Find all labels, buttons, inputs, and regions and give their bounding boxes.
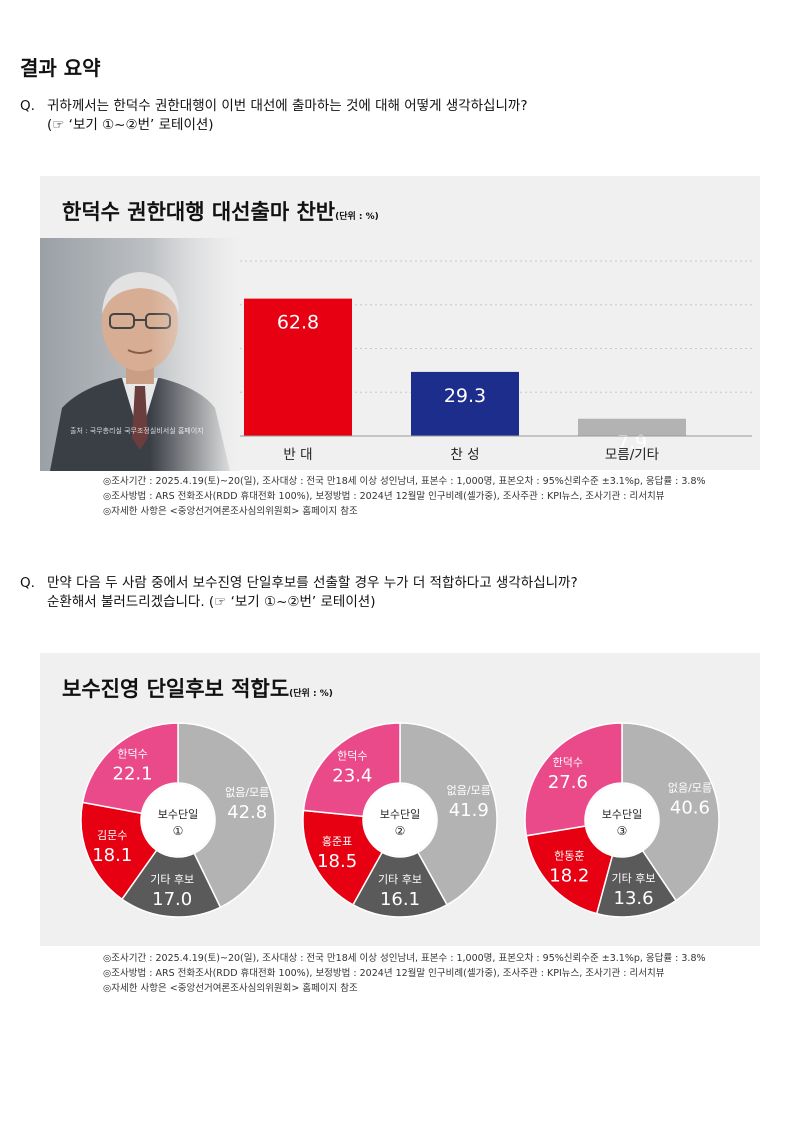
survey-reference-note: ◎자세한 사항은 <중앙선거여론조사심의위원회> 홈페이지 참조 bbox=[103, 506, 358, 517]
slice-name-label: 기타 후보 bbox=[612, 872, 656, 885]
donut-chart-title-text: 보수진영 단일후보 적합도 bbox=[62, 677, 290, 701]
donut-chart-notes: ◎조사기간 : 2025.4.19(토)~20(일), 조사대상 : 전국 만1… bbox=[103, 951, 706, 996]
question-2-line1: 만약 다음 두 사람 중에서 보수진영 단일후보를 선출할 경우 누가 더 적합… bbox=[47, 575, 578, 591]
person-photo: 출처 : 국무총리실 국무조정실비서실 홈페이지 bbox=[40, 238, 240, 471]
page-title: 결과 요약 bbox=[20, 56, 101, 80]
survey-method-note: ◎조사방법 : ARS 전화조사(RDD 휴대전화 100%), 보정방법 : … bbox=[103, 491, 665, 502]
donut-center-label: 보수단일 bbox=[158, 807, 198, 821]
survey-period-note: ◎조사기간 : 2025.4.19(토)~20(일), 조사대상 : 전국 만1… bbox=[103, 476, 706, 487]
question-1-mark: Q. bbox=[20, 98, 35, 114]
donut-center bbox=[364, 784, 436, 856]
slice-name-label: 없음/모름 bbox=[447, 784, 491, 797]
slice-name-label: 없음/모름 bbox=[225, 786, 269, 799]
bar-chart-title: 한덕수 권한대행 대선출마 찬반(단위 : %) bbox=[62, 196, 379, 226]
question-1-line2: (☞ ‘보기 ①~②번’ 로테이션) bbox=[47, 117, 214, 133]
question-1-text: 귀하께서는 한덕수 권한대행이 이번 대선에 출마하는 것에 대해 어떻게 생각… bbox=[47, 97, 767, 135]
slice-value-label: 13.6 bbox=[614, 888, 654, 909]
survey-reference-note-2: ◎자세한 사항은 <중앙선거여론조사심의위원회> 홈페이지 참조 bbox=[103, 983, 358, 994]
donut-chart-title: 보수진영 단일후보 적합도(단위 : %) bbox=[62, 673, 333, 703]
slice-value-label: 41.9 bbox=[449, 800, 489, 821]
bar-value-label: 62.8 bbox=[277, 312, 319, 334]
survey-period-note-2: ◎조사기간 : 2025.4.19(토)~20(일), 조사대상 : 전국 만1… bbox=[103, 953, 706, 964]
slice-name-label: 한덕수 bbox=[117, 747, 147, 760]
bar-chart-panel: 한덕수 권한대행 대선출마 찬반(단위 : %) bbox=[40, 176, 760, 471]
donut-2-slice-1 bbox=[399, 722, 498, 906]
donut-center-number: ③ bbox=[617, 824, 628, 838]
bar-chart-unit: (단위 : %) bbox=[335, 212, 379, 222]
donut-center-number: ① bbox=[173, 824, 184, 838]
bar-value-label: 7.9 bbox=[617, 432, 647, 454]
question-2-text: 만약 다음 두 사람 중에서 보수진영 단일후보를 선출할 경우 누가 더 적합… bbox=[47, 574, 767, 612]
slice-value-label: 18.2 bbox=[549, 866, 589, 887]
question-2-line2: 순환해서 불러드리겠습니다. (☞ ‘보기 ①~②번’ 로테이션) bbox=[47, 594, 376, 610]
slice-name-label: 기타 후보 bbox=[378, 873, 422, 886]
donut-1-slice-4 bbox=[81, 722, 179, 815]
survey-method-note-2: ◎조사방법 : ARS 전화조사(RDD 휴대전화 100%), 보정방법 : … bbox=[103, 968, 665, 979]
bar-1 bbox=[244, 298, 352, 436]
donut-1-slice-3 bbox=[80, 801, 158, 901]
donut-3-slice-3 bbox=[525, 825, 614, 915]
photo-caption: 출처 : 국무총리실 국무조정실비서실 홈페이지 bbox=[70, 426, 204, 435]
bar-value-label: 29.3 bbox=[444, 385, 486, 407]
question-1-line1: 귀하께서는 한덕수 권한대행이 이번 대선에 출마하는 것에 대해 어떻게 생각… bbox=[47, 98, 528, 114]
bar-chart-title-text: 한덕수 권한대행 대선출마 찬반 bbox=[62, 200, 336, 224]
slice-value-label: 27.6 bbox=[548, 772, 588, 793]
donut-3-slice-1 bbox=[621, 722, 720, 902]
slice-value-label: 23.4 bbox=[332, 765, 372, 786]
question-2-mark: Q. bbox=[20, 575, 35, 591]
bar-category-label: 찬 성 bbox=[450, 447, 479, 463]
slice-name-label: 홍준표 bbox=[322, 834, 352, 848]
slice-name-label: 한덕수 bbox=[553, 756, 583, 769]
donut-chart-panel: 보수진영 단일후보 적합도(단위 : %) 없음/모름 42.8 기타 후보 17.0… bbox=[40, 653, 760, 946]
slice-value-label: 16.1 bbox=[380, 889, 420, 910]
slice-name-label: 기타 후보 bbox=[150, 873, 194, 886]
donut-1-slice-1 bbox=[177, 722, 276, 909]
slice-value-label: 40.6 bbox=[670, 797, 710, 818]
slice-value-label: 17.0 bbox=[152, 889, 192, 910]
bar-3 bbox=[578, 418, 686, 436]
bar-2 bbox=[411, 371, 519, 436]
donut-2-slice-3 bbox=[302, 809, 384, 906]
bar-category-label: 모름/기타 bbox=[605, 447, 660, 463]
donut-charts: 없음/모름 42.8 기타 후보 17.0 김문수 18.1 한덕수 22.1 보수단일 ① 없음/… bbox=[80, 722, 720, 918]
donut-chart-unit: (단위 : %) bbox=[289, 689, 333, 699]
donut-center bbox=[142, 784, 214, 856]
donut-center-number: ② bbox=[395, 824, 406, 838]
bar-chart-notes: ◎조사기간 : 2025.4.19(토)~20(일), 조사대상 : 전국 만1… bbox=[103, 474, 706, 519]
slice-value-label: 18.1 bbox=[92, 845, 132, 866]
donut-center-label: 보수단일 bbox=[602, 807, 642, 821]
donut-2-slice-4 bbox=[302, 722, 401, 818]
slice-value-label: 18.5 bbox=[317, 851, 357, 872]
slice-name-label: 한덕수 bbox=[337, 749, 367, 762]
donut-1-slice-2 bbox=[120, 849, 222, 918]
slice-name-label: 김문수 bbox=[97, 829, 127, 842]
slice-name-label: 한동훈 bbox=[554, 850, 584, 863]
donut-center bbox=[586, 784, 658, 856]
slice-value-label: 22.1 bbox=[113, 763, 153, 784]
donut-3-slice-4 bbox=[524, 722, 623, 837]
bar-chart: 62.8 반 대 29.3 찬 성 7.9모름/기타 bbox=[240, 260, 752, 463]
bar-category-label: 반 대 bbox=[283, 447, 312, 463]
slice-name-label: 없음/모름 bbox=[668, 781, 712, 794]
slice-value-label: 42.8 bbox=[227, 802, 267, 823]
donut-center-label: 보수단일 bbox=[380, 807, 420, 821]
